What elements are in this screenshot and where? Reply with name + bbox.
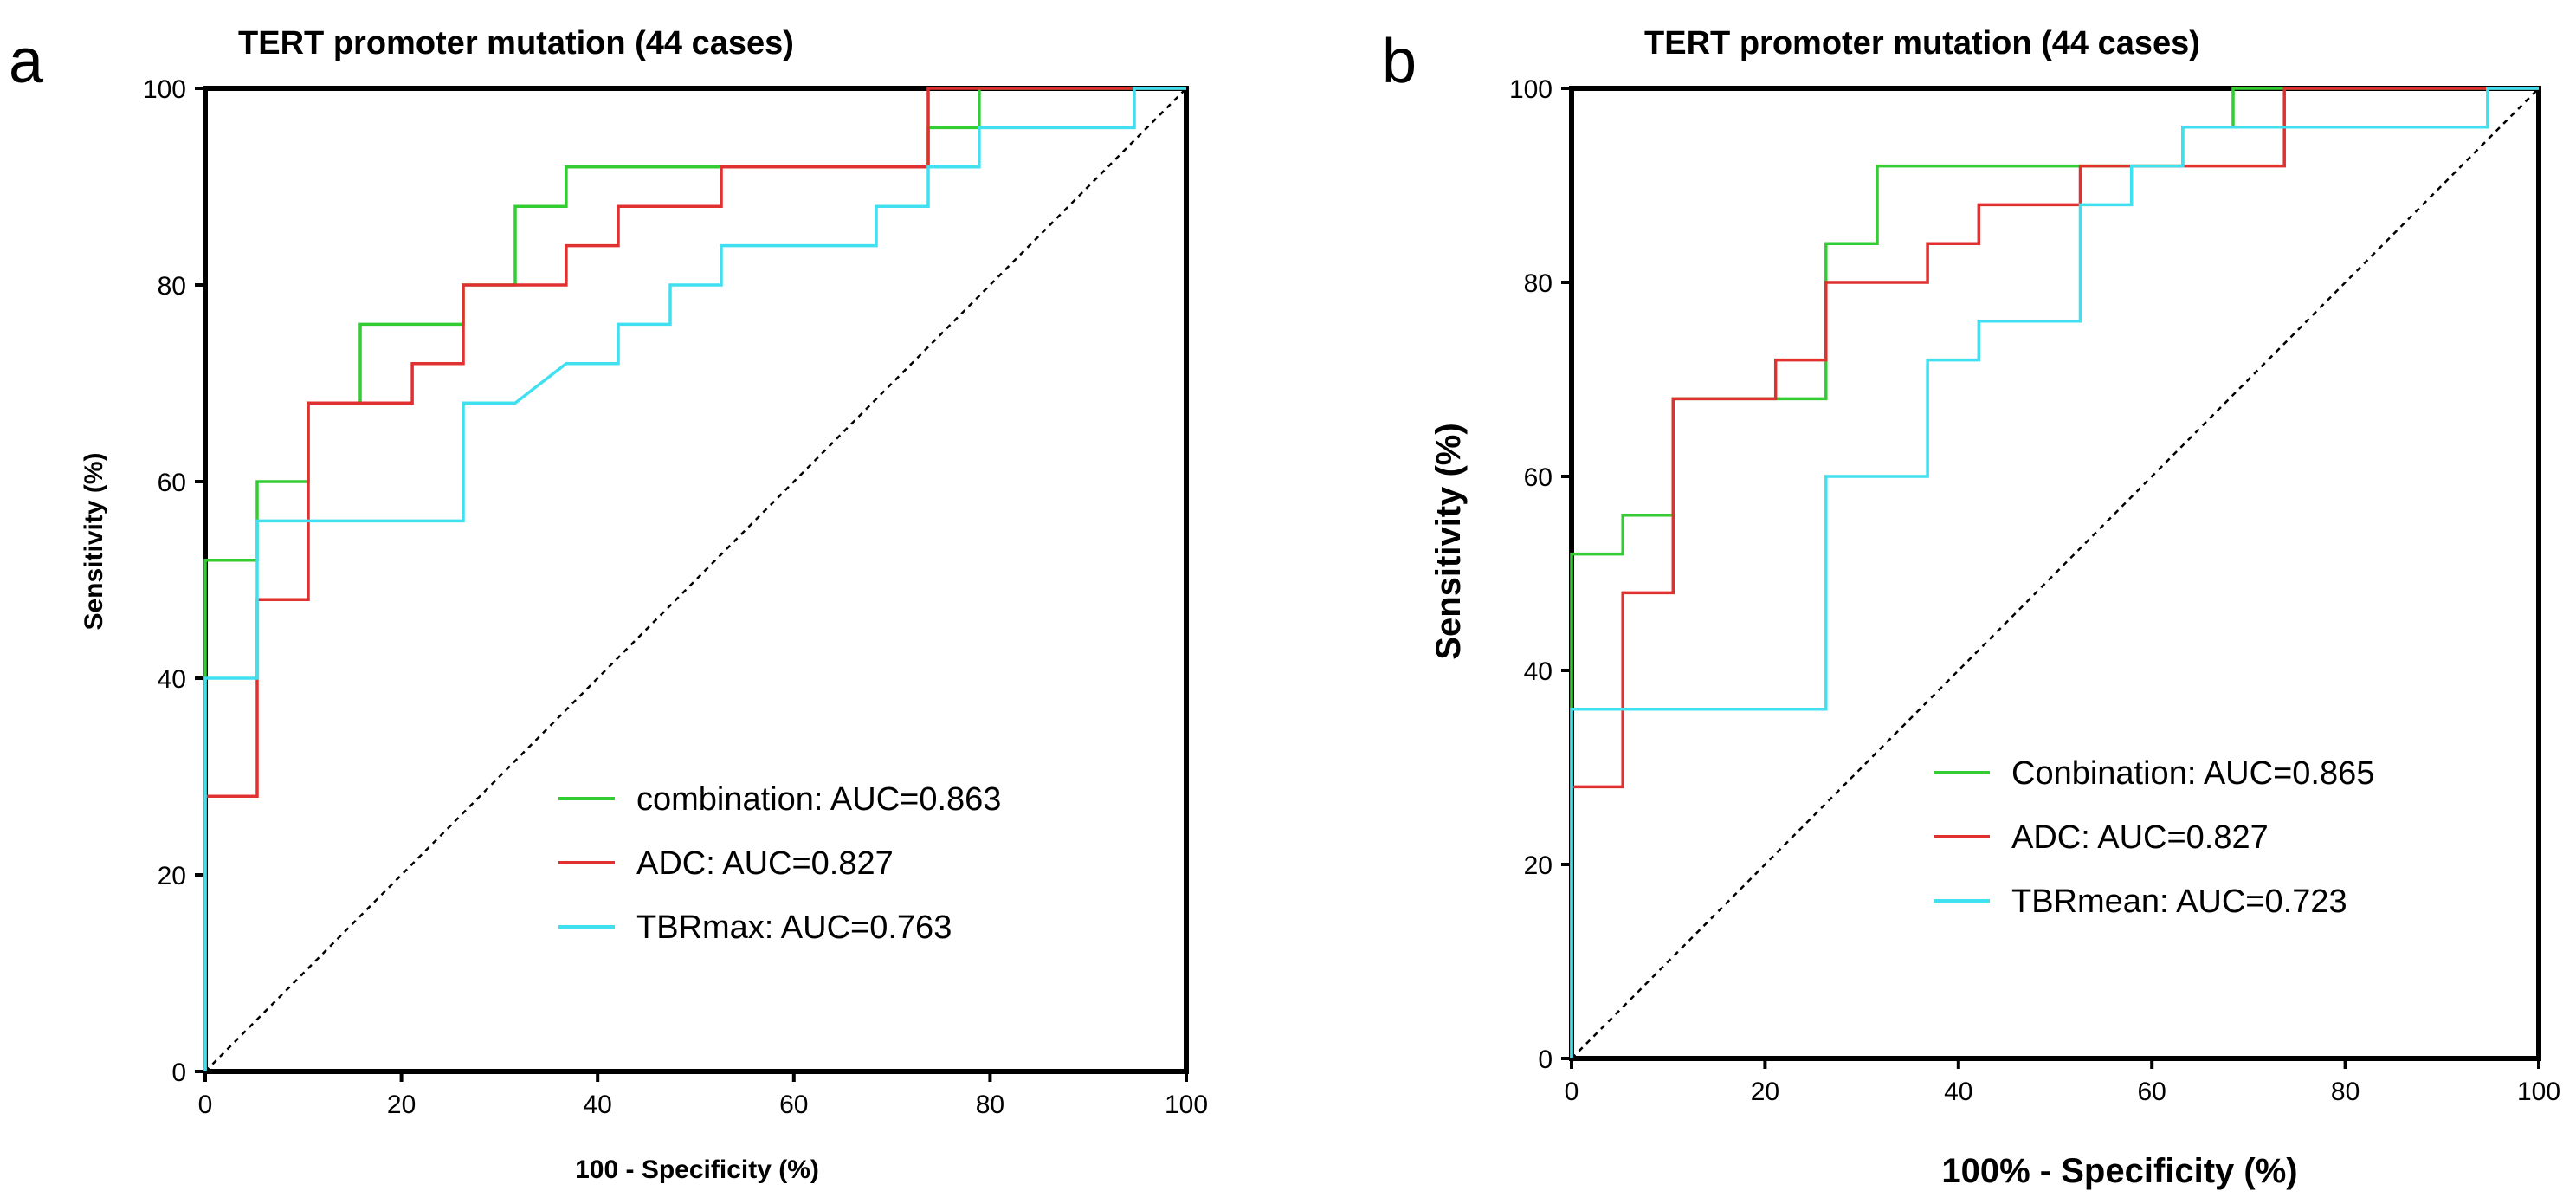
legend-label: Conbination: AUC=0.865 <box>2011 755 2374 792</box>
x-axis-label: 100 - Specificity (%) <box>575 1155 819 1184</box>
chart-title: TERT promoter mutation (44 cases) <box>238 25 794 61</box>
y-axis-label: Sensitivity (%) <box>1430 423 1468 659</box>
y-tick-label: 20 <box>1524 851 1553 880</box>
y-axis-label: Sensitivity (%) <box>80 452 108 630</box>
x-tick-label: 100 <box>2517 1078 2560 1106</box>
x-tick-label: 80 <box>2331 1078 2360 1106</box>
legend-label: TBRmax: AUC=0.763 <box>636 909 952 946</box>
x-axis-label: 100% - Specificity (%) <box>1941 1152 2297 1190</box>
legend: combination: AUC=0.863 ADC: AUC=0.827 TBRm… <box>558 781 1001 946</box>
x-tick-label: 60 <box>2138 1078 2166 1106</box>
y-tick-label: 0 <box>1538 1045 1553 1074</box>
y-tick-label: 100 <box>1509 75 1553 104</box>
reference-diagonal-line <box>204 87 1187 1072</box>
x-tick-label: 0 <box>198 1091 213 1119</box>
chart-title: TERT promoter mutation (44 cases) <box>1644 25 2200 61</box>
legend-label: combination: AUC=0.863 <box>636 781 1001 818</box>
y-tick-label: 60 <box>1524 463 1553 492</box>
x-tick-label: 40 <box>584 1091 612 1119</box>
legend-label: ADC: AUC=0.827 <box>2011 819 2269 856</box>
legend-label: ADC: AUC=0.827 <box>636 845 894 882</box>
panel-label: b <box>1382 27 1417 96</box>
x-tick-label: 60 <box>779 1091 808 1119</box>
x-tick-label: 80 <box>976 1091 1004 1119</box>
plot-area: 0 20 40 60 80 100 0 20 40 60 80 100 <box>143 75 1208 1119</box>
roc-curve-1 <box>1570 87 2539 1058</box>
y-tick-label: 40 <box>1524 657 1553 686</box>
x-tick-label: 40 <box>1944 1078 1972 1106</box>
y-tick-label: 80 <box>158 272 186 301</box>
x-tick-label: 0 <box>1565 1078 1579 1106</box>
panel-b: b TERT promoter mutation (44 cases) Sens… <box>1382 25 2560 1190</box>
x-tick-label: 20 <box>1751 1078 1779 1106</box>
x-tick-label: 100 <box>1165 1091 1208 1119</box>
legend: Conbination: AUC=0.865 ADC: AUC=0.827 TBRm… <box>1934 755 2374 920</box>
plot-area: 0 20 40 60 80 100 0 20 40 60 80 100 <box>1509 75 2560 1106</box>
panel-a: a TERT promoter mutation (44 cases) Sens… <box>9 25 1208 1184</box>
roc-curve-2 <box>1570 87 2539 1058</box>
y-tick-label: 100 <box>143 75 186 104</box>
y-tick-label: 40 <box>158 665 186 694</box>
y-tick-label: 60 <box>158 469 186 497</box>
x-tick-label: 20 <box>387 1091 416 1119</box>
y-tick-label: 80 <box>1524 269 1553 298</box>
roc-curve-2 <box>203 87 1186 1071</box>
panel-label: a <box>9 27 44 96</box>
y-tick-label: 0 <box>171 1058 186 1087</box>
y-tick-label: 20 <box>158 862 186 890</box>
legend-label: TBRmean: AUC=0.723 <box>2011 884 2347 920</box>
